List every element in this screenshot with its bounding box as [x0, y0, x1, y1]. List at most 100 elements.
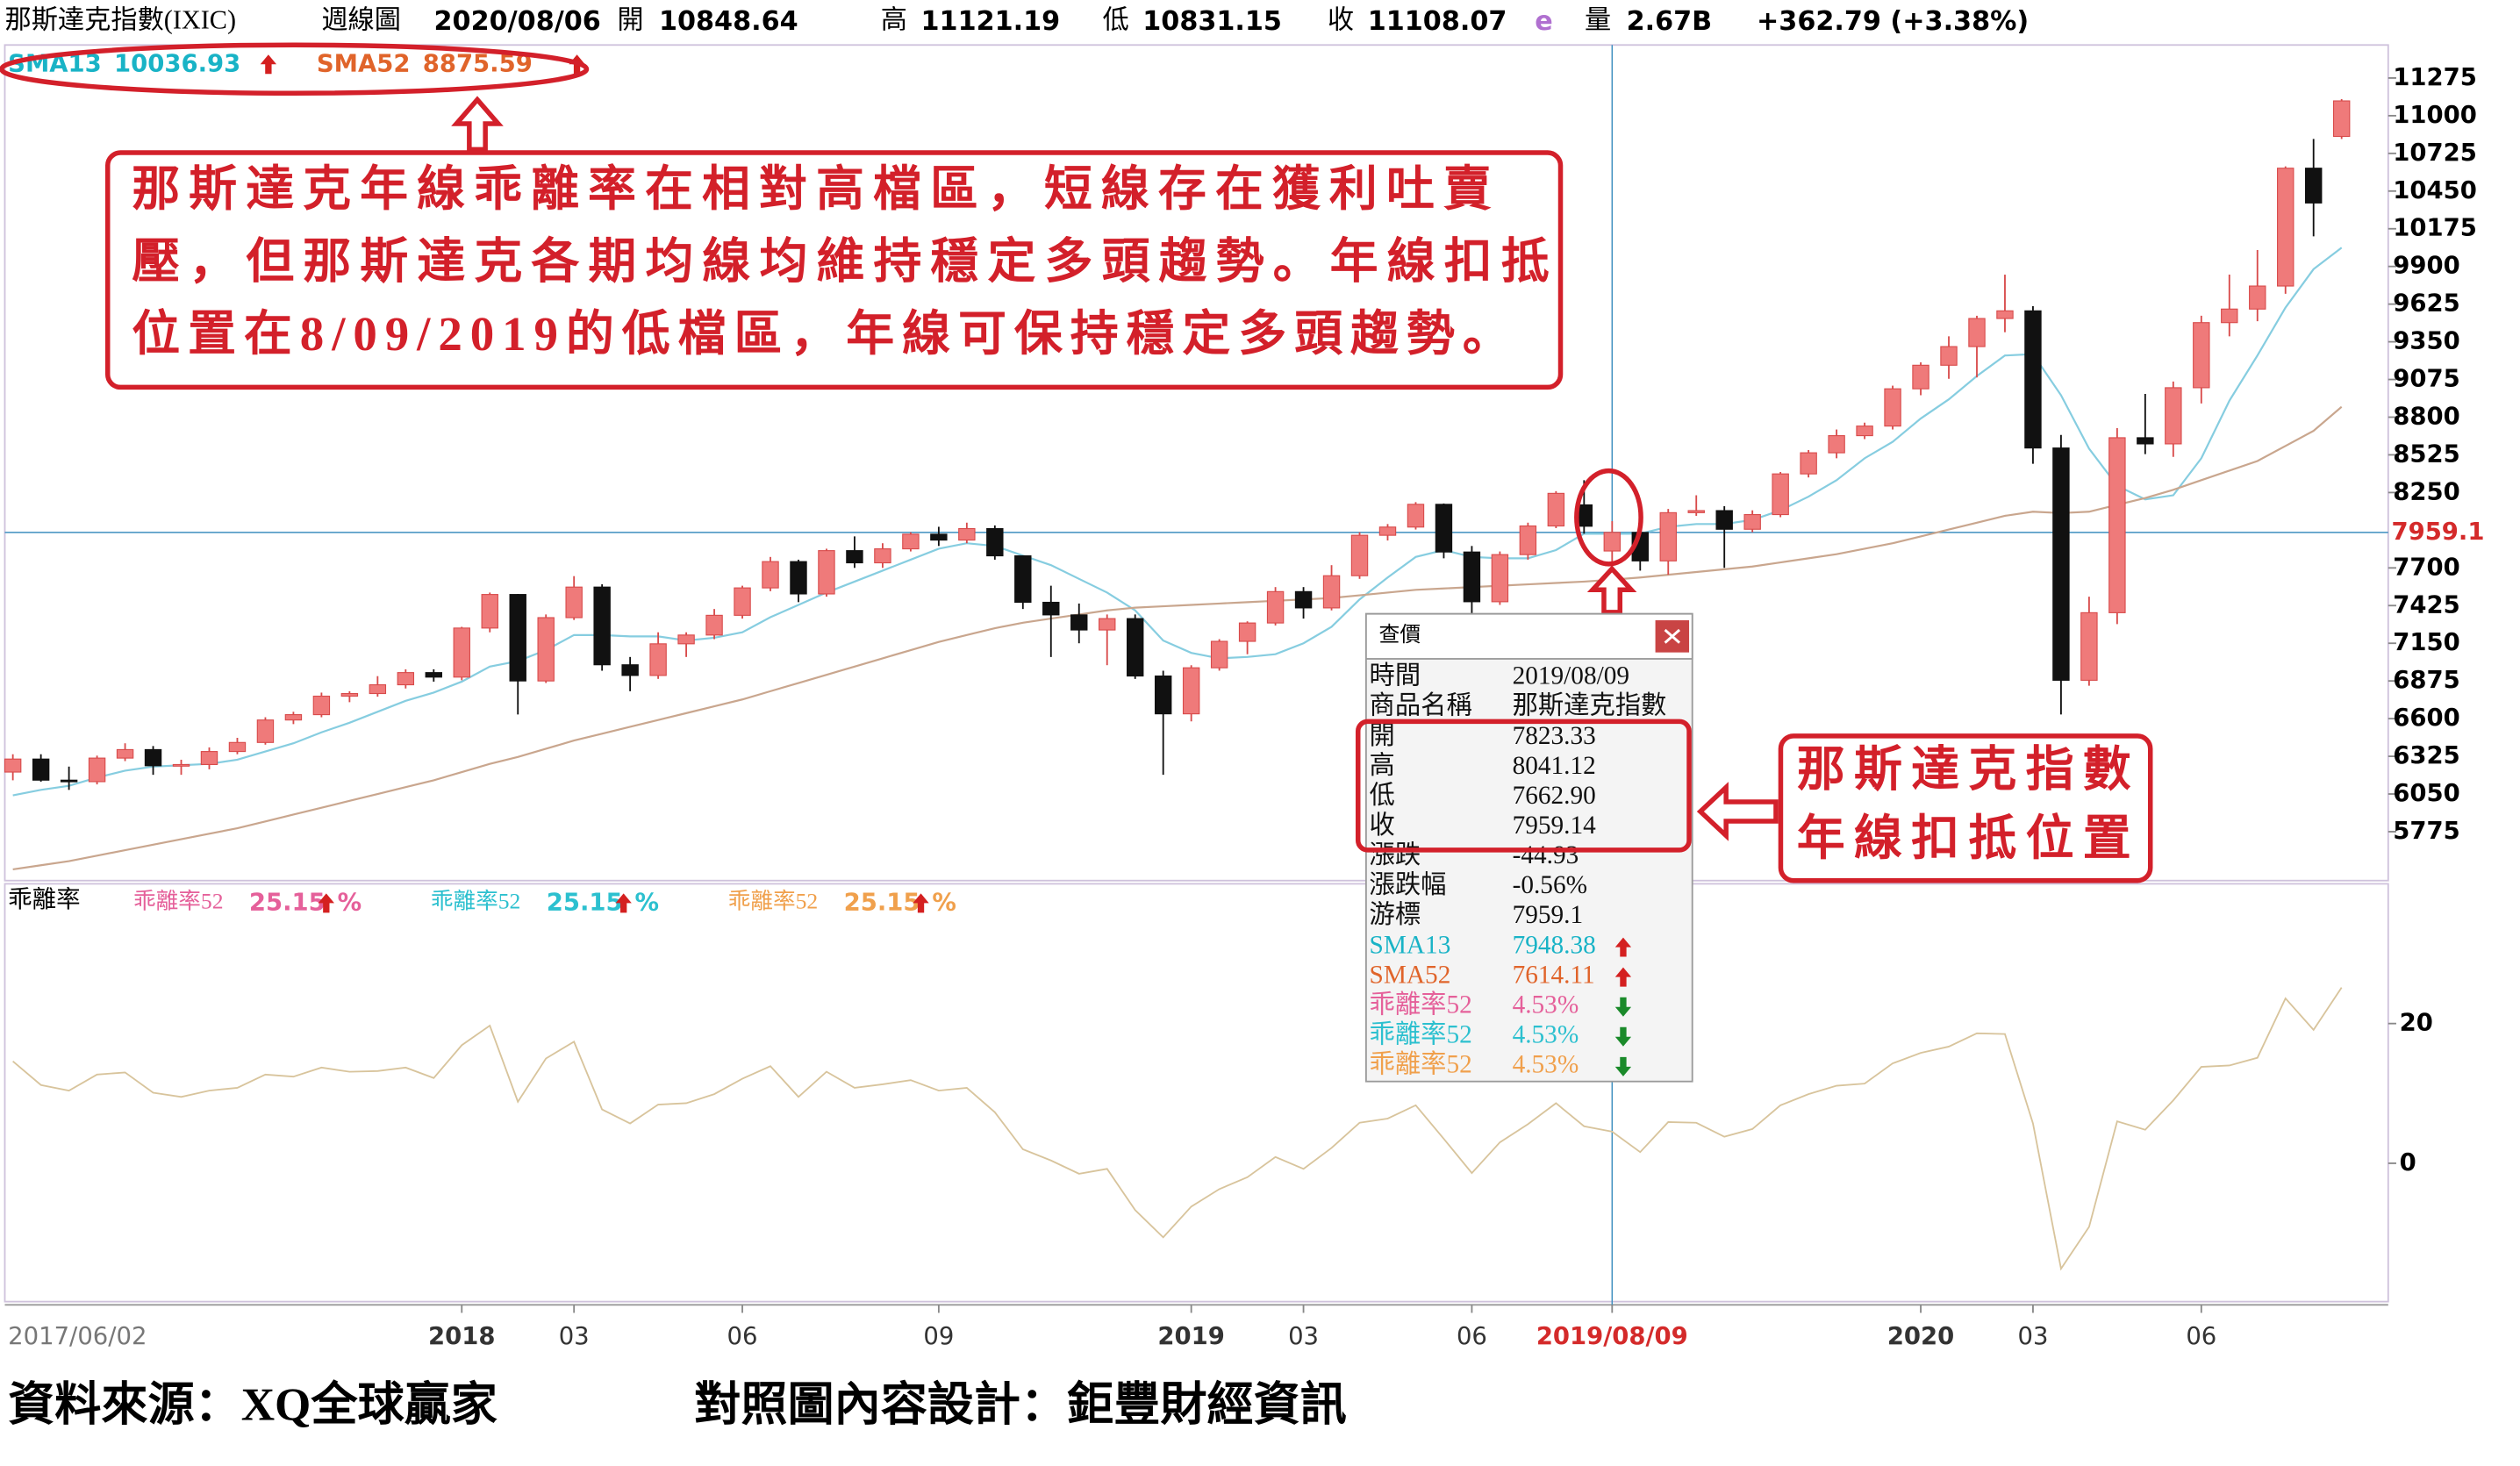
- x-tick-label: 2017/06/02: [8, 1323, 147, 1350]
- candle-body: [1266, 590, 1285, 624]
- tooltip-value: -44.93: [1513, 841, 1579, 869]
- candle-body: [790, 561, 807, 595]
- tooltip-label: 乖離率52: [1370, 1019, 1472, 1048]
- field-value: 11121.19: [921, 6, 1061, 37]
- candle-body: [2277, 168, 2294, 287]
- tooltip-value: 7614.11: [1513, 961, 1595, 989]
- candle-body: [1856, 425, 1873, 437]
- y-tick-label: 6600: [2393, 704, 2459, 732]
- candle-body: [1407, 504, 1425, 528]
- trend-arrow: [1614, 967, 1632, 987]
- legend-name: SMA52: [317, 50, 411, 77]
- candle-body: [1350, 534, 1369, 576]
- note-box: [1778, 733, 2153, 883]
- note-box: [104, 150, 1564, 390]
- candle-body: [1099, 618, 1116, 631]
- tooltip-value: 那斯達克指數: [1513, 691, 1667, 720]
- candle-body: [397, 672, 415, 686]
- x-tick-label: 2020: [1887, 1323, 1954, 1350]
- tooltip-value: -0.56%: [1513, 871, 1587, 899]
- candle-body: [1912, 364, 1929, 390]
- candle-body: [2052, 447, 2070, 681]
- tooltip-label: 游標: [1370, 900, 1421, 929]
- tooltip-label: 商品名稱: [1370, 691, 1472, 720]
- candle-body: [116, 748, 134, 759]
- candle-body: [930, 533, 948, 541]
- candle-body: [846, 550, 863, 564]
- candle-body: [340, 692, 359, 697]
- tooltip-value: 7959.14: [1513, 812, 1597, 840]
- candle-body: [1294, 590, 1313, 609]
- candle-body: [88, 757, 106, 783]
- candle-body: [1800, 452, 1817, 475]
- trend-arrow: [260, 54, 277, 75]
- tooltip-label: 漲跌: [1370, 840, 1421, 869]
- y-tick-label: 9350: [2393, 328, 2459, 355]
- tooltip-value: 7823.33: [1513, 722, 1596, 750]
- y-tick-label: 6325: [2393, 742, 2459, 769]
- candle-body: [256, 719, 275, 743]
- legend-name: 乖離率52: [728, 888, 819, 913]
- candle-body: [1210, 640, 1228, 669]
- x-tick-label: 2018: [428, 1323, 495, 1350]
- candle-body: [1126, 618, 1144, 677]
- candle-body: [369, 683, 387, 695]
- volume: 2.67B: [1627, 6, 1713, 37]
- trend-arrow: [318, 893, 334, 913]
- arrow: [1586, 565, 1637, 615]
- field-value: 10831.15: [1142, 6, 1282, 37]
- note-line: 位置在8/09/2019的低檔區，年線可保持穩定多頭趨勢。: [132, 307, 1511, 361]
- close-icon: [1664, 628, 1681, 644]
- y-tick-label: 7700: [2393, 554, 2459, 581]
- tooltip-value: 8041.12: [1513, 752, 1596, 780]
- period: 週線圖: [321, 5, 401, 35]
- legend-value: 25.15: [844, 889, 920, 916]
- highlight-box: [1355, 719, 1692, 853]
- candle-body: [453, 627, 470, 678]
- candle-body: [1772, 473, 1789, 516]
- candle-body: [705, 614, 723, 636]
- candle-body: [1659, 511, 1677, 561]
- tooltip-value: 4.53%: [1513, 1051, 1579, 1079]
- candle-body: [2249, 285, 2266, 310]
- tooltip-value: 7662.90: [1513, 782, 1596, 810]
- x-tick-label: 03: [2017, 1323, 2048, 1350]
- candle-body: [4, 758, 22, 773]
- y-tick-label: 6875: [2393, 667, 2459, 694]
- y-tick-label: 20: [2400, 1010, 2433, 1037]
- candle-body: [1182, 667, 1200, 715]
- footer-design: 對照圖內容設計：鉅豐財經資訊: [694, 1379, 1347, 1431]
- candle-body: [2332, 100, 2351, 138]
- tooltip-label: 乖離率52: [1370, 1050, 1472, 1079]
- tooltip-label: 高: [1370, 751, 1395, 780]
- y-tick-label: 10450: [2393, 177, 2477, 204]
- tooltip-label: 漲跌幅: [1370, 870, 1447, 899]
- candle-body: [874, 548, 891, 564]
- date: 2020/08/06: [434, 6, 601, 37]
- candle-body: [2165, 387, 2182, 445]
- x-tick-label: 2019: [1157, 1323, 1224, 1350]
- candle-body: [593, 586, 611, 666]
- y-tick-label: 8250: [2393, 478, 2459, 505]
- x-tick-label: 06: [1457, 1323, 1487, 1350]
- y-tick-label: 10175: [2393, 215, 2477, 242]
- trend-arrow: [615, 893, 632, 913]
- candle-body: [1715, 510, 1733, 530]
- candle-body: [1940, 346, 1958, 366]
- header: 那斯達克指數(IXIC) 週線圖 2020/08/06 開 10848.64 高…: [4, 5, 2029, 38]
- volume-label: 量: [1585, 5, 1611, 35]
- x-tick-label: 2019/08/09: [1536, 1323, 1688, 1350]
- panel-title: 乖離率: [8, 886, 80, 912]
- main-panel: [4, 44, 2389, 882]
- candle-body: [537, 617, 555, 682]
- candle-body: [649, 643, 667, 676]
- candle-body: [2305, 168, 2323, 204]
- change: +362.79 (+3.38%): [1757, 6, 2029, 37]
- deviation-line: [12, 987, 2343, 1271]
- tooltip-value: 7959.1: [1513, 901, 1584, 929]
- tooltip-value: 2019/08/09: [1513, 662, 1629, 690]
- trend-arrow: [913, 893, 929, 913]
- note-line: 壓，但那斯達克各期均線均維持穩定多頭趨勢。年線扣抵: [132, 235, 1550, 289]
- candle-body: [1322, 575, 1341, 609]
